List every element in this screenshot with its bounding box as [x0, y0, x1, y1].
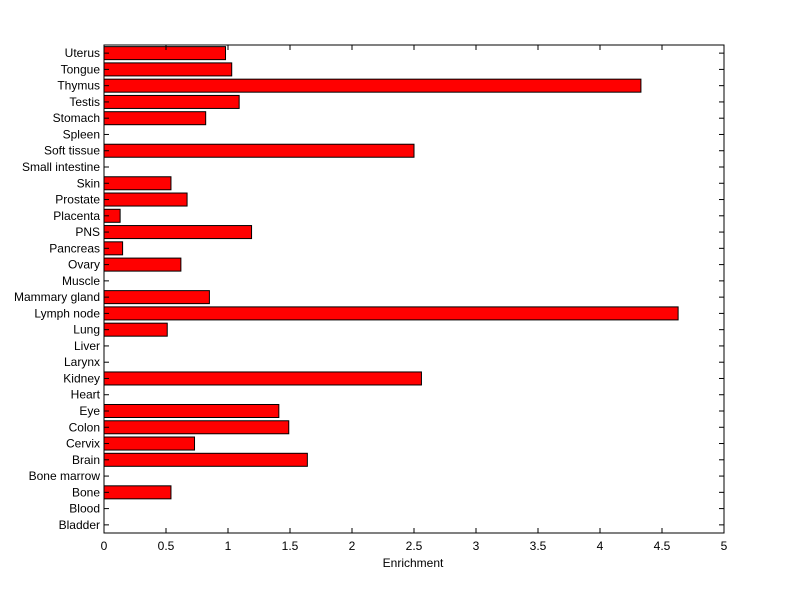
x-tick-label-3: 1.5	[282, 539, 299, 553]
y-tick-label-ovary: Ovary	[68, 258, 100, 272]
x-tick-label-9: 4.5	[654, 539, 671, 553]
bar-eye	[103, 403, 280, 419]
y-tick-label-lung: Lung	[73, 323, 100, 337]
y-tick-label-heart: Heart	[71, 388, 101, 402]
x-tick-label-8: 4	[597, 539, 604, 553]
y-tick-label-prostate: Prostate	[55, 193, 100, 207]
y-tick-label-kidney: Kidney	[63, 371, 100, 385]
bar-thymus	[103, 78, 642, 93]
y-tick-label-stomach: Stomach	[53, 111, 100, 125]
bar-ovary	[103, 257, 182, 272]
y-tick-label-uterus: Uterus	[65, 46, 100, 60]
bar-brain	[103, 452, 308, 467]
bar-uterus	[103, 46, 227, 61]
x-axis-label: Enrichment	[383, 556, 444, 570]
y-tick-label-skin: Skin	[77, 176, 100, 190]
bar-colon	[103, 420, 290, 435]
y-tick-label-pancreas: Pancreas	[49, 241, 100, 255]
y-tick-label-muscle: Muscle	[62, 274, 100, 288]
x-tick-label-7: 3.5	[530, 539, 547, 553]
y-tick-label-cervix: Cervix	[66, 437, 100, 451]
y-tick-label-small-intestine: Small intestine	[22, 160, 100, 174]
y-tick-label-placenta: Placenta	[53, 209, 100, 223]
bar-testis	[103, 94, 240, 109]
bar-mammary-gland	[103, 290, 210, 305]
x-tick-label-4: 2	[349, 539, 356, 553]
y-tick-label-brain: Brain	[72, 453, 100, 467]
y-ticks-group: Bladder Blood Bone Bone marrow Brain Cervix Co…	[14, 46, 724, 532]
y-tick-label-blood: Blood	[69, 502, 100, 516]
bar-prostate	[103, 192, 188, 207]
x-tick-label-10: 5	[721, 539, 728, 553]
y-tick-label-larynx: Larynx	[64, 355, 100, 369]
y-tick-label-spleen: Spleen	[63, 127, 100, 141]
x-tick-label-0: 0	[101, 539, 108, 553]
y-tick-label-soft-tissue: Soft tissue	[44, 144, 100, 158]
y-tick-label-bone: Bone	[72, 485, 100, 499]
bar-soft-tissue	[103, 143, 415, 158]
y-tick-label-testis: Testis	[69, 95, 100, 109]
bar-cervix	[103, 436, 196, 451]
plot-frame	[103, 44, 725, 534]
y-tick-label-eye: Eye	[79, 404, 100, 418]
y-tick-label-colon: Colon	[69, 420, 100, 434]
y-tick-label-bone-marrow: Bone marrow	[29, 469, 101, 483]
y-tick-label-tongue: Tongue	[61, 62, 101, 76]
bar-tongue	[103, 62, 233, 77]
y-tick-label-mammary-gland: Mammary gland	[14, 290, 100, 304]
bar-lymph-node	[103, 306, 679, 321]
y-tick-label-thymus: Thymus	[57, 79, 100, 93]
y-tick-label-pns: PNS	[75, 225, 100, 239]
x-tick-label-2: 1	[225, 539, 232, 553]
bar-bone	[103, 485, 172, 500]
bar-lung	[103, 322, 168, 337]
x-tick-label-6: 3	[473, 539, 480, 553]
bar-stomach	[103, 111, 207, 126]
bar-pns	[103, 225, 253, 240]
x-tick-label-1: 0.5	[158, 539, 175, 553]
x-tick-label-5: 2.5	[406, 539, 423, 553]
y-tick-label-bladder: Bladder	[59, 518, 100, 532]
bar-kidney	[103, 371, 422, 386]
bar-skin	[103, 176, 172, 191]
y-tick-label-lymph-node: Lymph node	[34, 306, 100, 320]
y-tick-label-liver: Liver	[74, 339, 100, 353]
